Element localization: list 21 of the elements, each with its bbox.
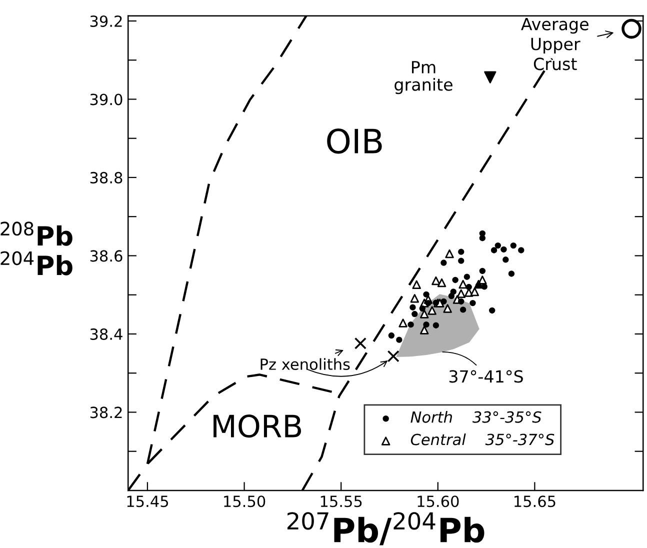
annotation: MORB: [214, 414, 301, 438]
x-tick-label: 15.50: [224, 496, 266, 508]
annotation: Average Upper Crust: [521, 18, 588, 70]
y-tick-label: 39.0: [90, 94, 122, 106]
series-label: 37°-41°S: [449, 370, 523, 383]
legend-label: Central 35°-37°S: [410, 433, 554, 446]
annotation: OIB: [327, 128, 382, 154]
y-tick-label: 38.8: [90, 172, 122, 184]
y-tick-label: 39.2: [90, 15, 122, 27]
annotation: Pm granite: [394, 61, 452, 94]
y-axis-title: $^{208}$Pb $^{204}$Pb: [0, 222, 72, 276]
x-axis-title: $^{207}$Pb/$^{204}$Pb: [287, 512, 484, 546]
x-tick-label: 15.60: [418, 496, 459, 508]
y-tick-label: 38.4: [90, 328, 122, 340]
x-tick-label: 15.55: [320, 496, 362, 508]
x-tick-label: 15.65: [514, 496, 556, 508]
annotation: Pz xenoliths: [260, 358, 350, 370]
legend-label: North 33°-35°S: [410, 411, 542, 423]
x-tick-label: 15.45: [127, 496, 168, 508]
y-tick-label: 38.2: [90, 406, 122, 418]
y-tick-label: 38.6: [90, 250, 122, 262]
